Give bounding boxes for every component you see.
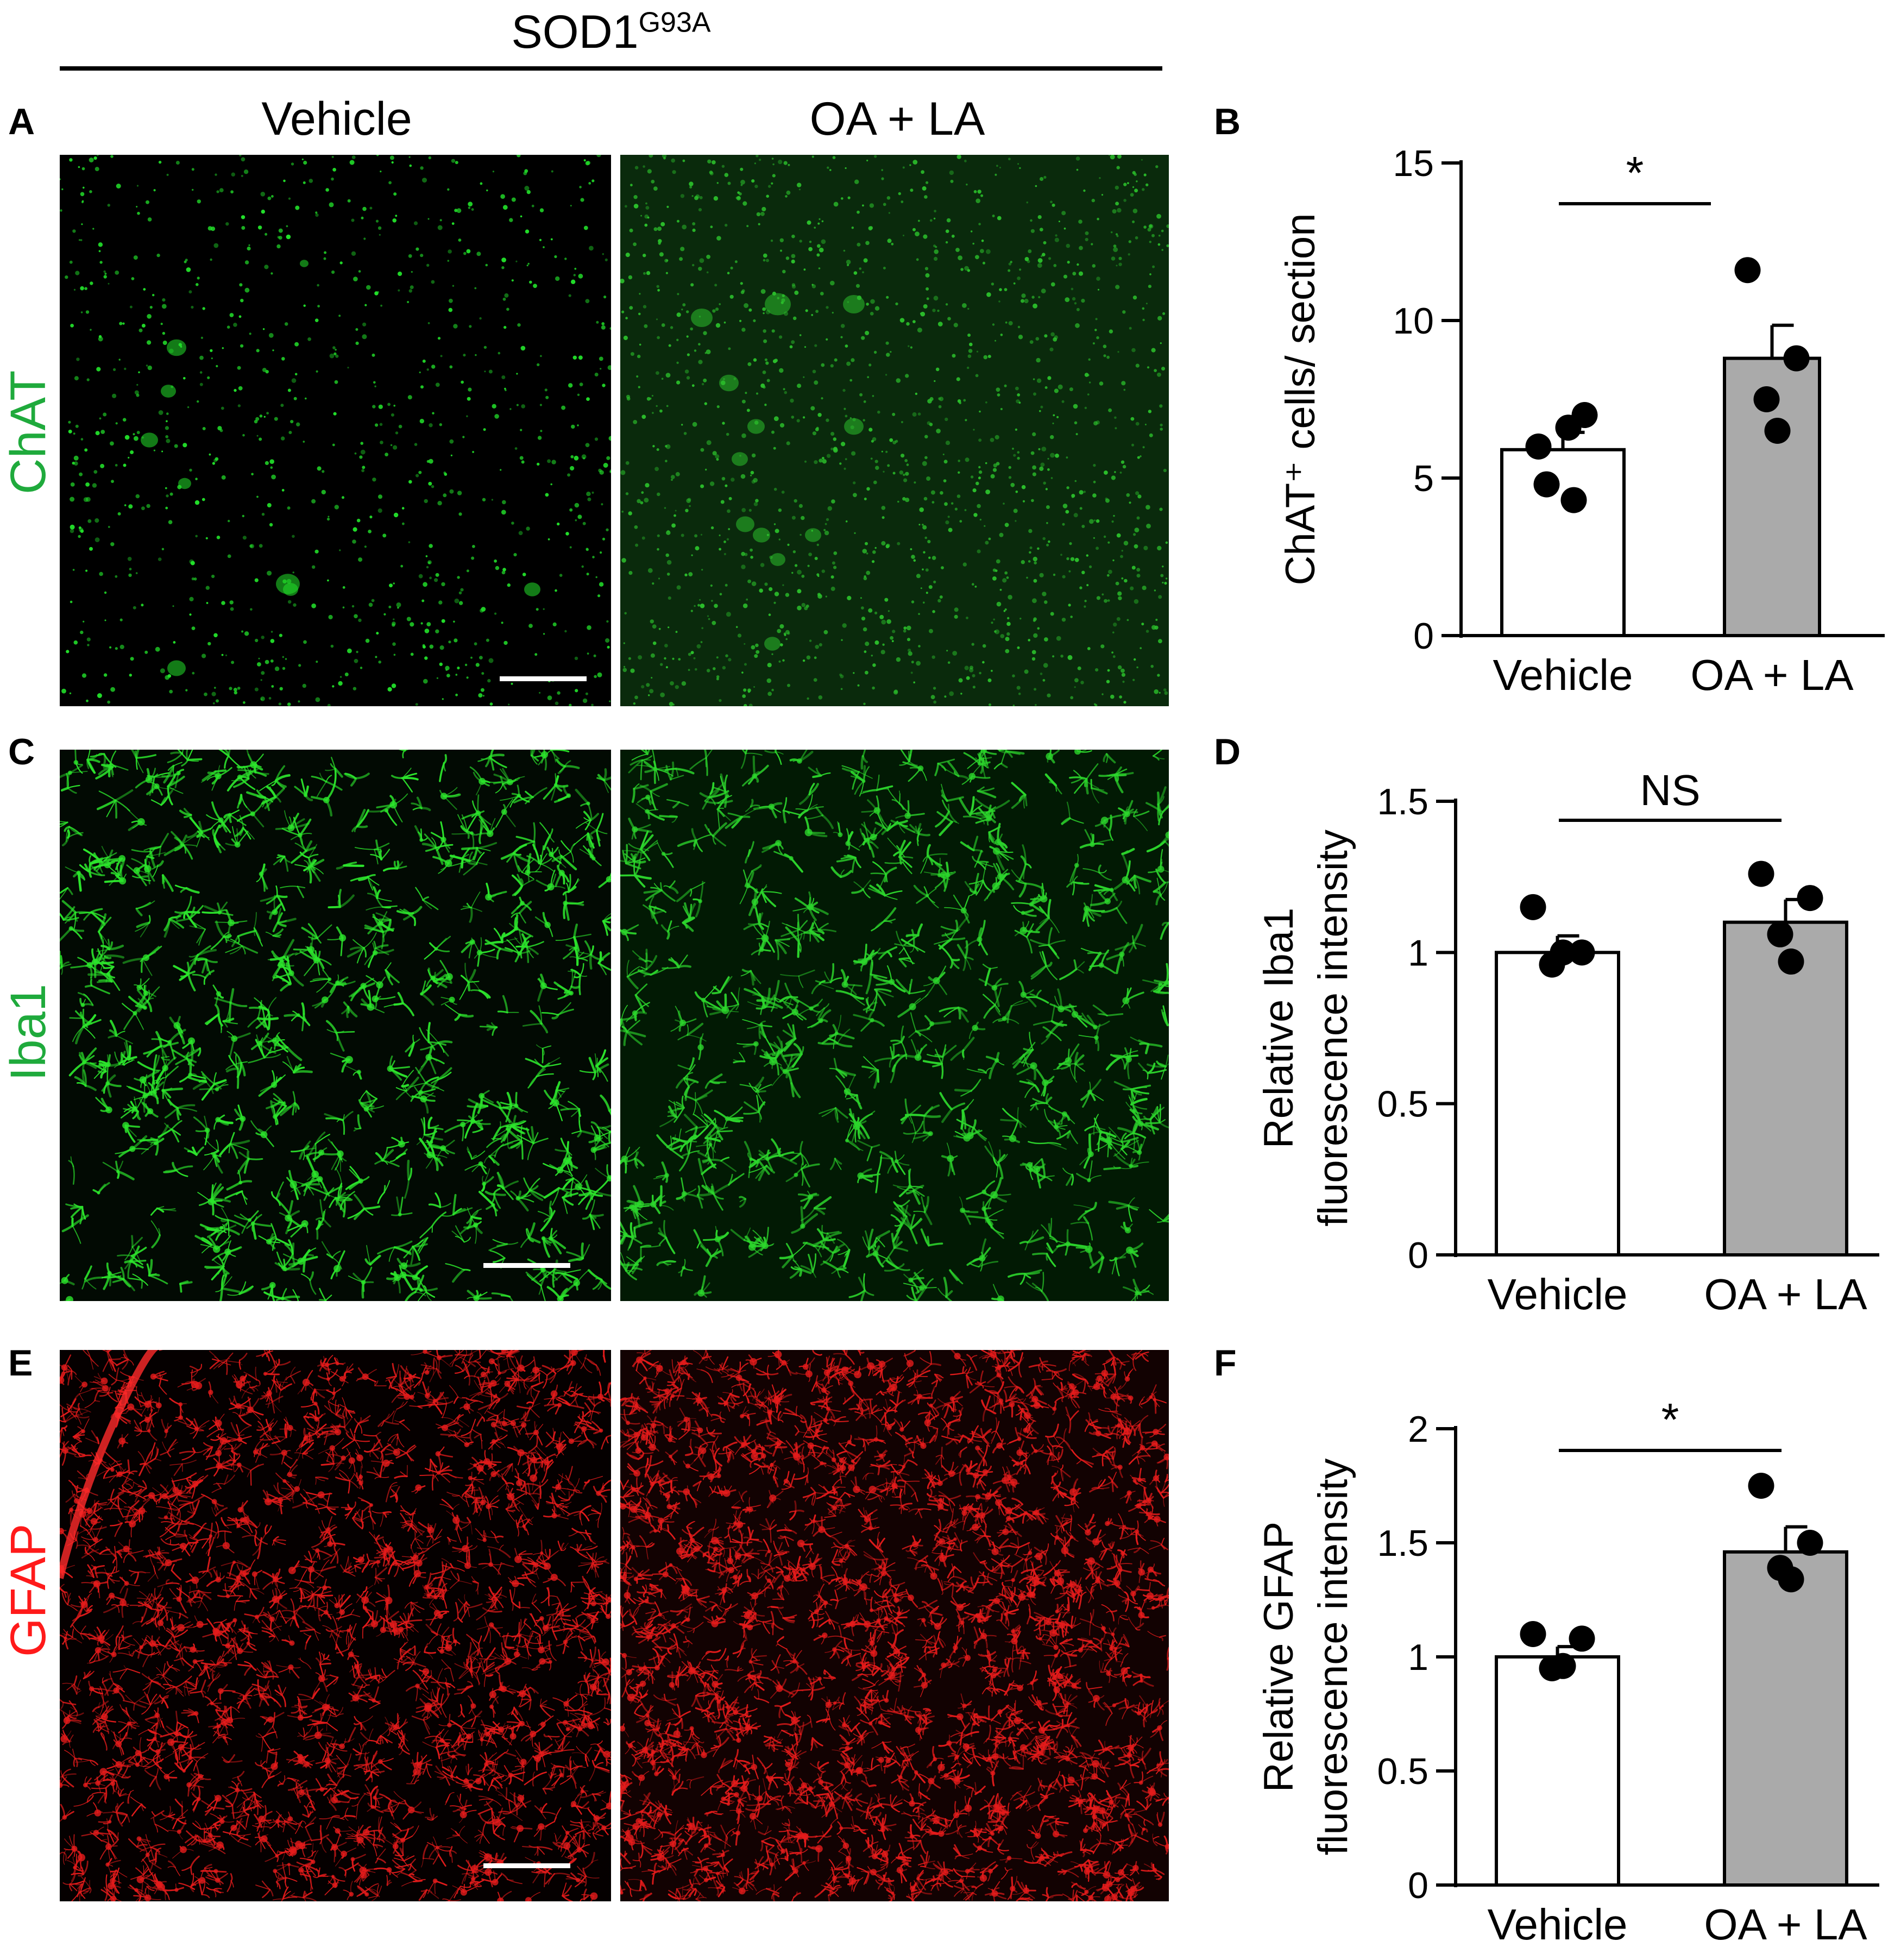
micrograph-gfap-oala bbox=[620, 1350, 1169, 1901]
micrograph-iba1-oala bbox=[620, 750, 1169, 1301]
data-point bbox=[1753, 386, 1780, 412]
bar bbox=[1723, 1550, 1848, 1887]
significance-label: NS bbox=[1640, 766, 1700, 814]
data-point bbox=[1569, 1625, 1595, 1652]
y-axis-label: ChAT⁺ cells/ section bbox=[1277, 213, 1324, 586]
y-tick-label: 0.5 bbox=[1377, 1084, 1428, 1125]
micrograph-chat-vehicle bbox=[60, 155, 611, 706]
column-title-oala: OA + LA bbox=[620, 92, 1174, 146]
row-label-chat: ChAT bbox=[0, 370, 57, 494]
cell-bodies bbox=[691, 293, 865, 651]
data-point bbox=[1569, 939, 1595, 966]
bar bbox=[1723, 920, 1848, 1257]
data-point bbox=[1748, 1473, 1774, 1499]
panel-letter-c: C bbox=[8, 731, 35, 773]
y-tick-label: 5 bbox=[1413, 458, 1434, 499]
chart-d: 0 0.5 1 1.5 Relative Iba1 fluorescence intens… bbox=[1238, 750, 1901, 1347]
y-tick-label: 0 bbox=[1413, 615, 1434, 657]
chart-b: 0 5 10 15 ChAT⁺ cells/ section Vehicle OA + LA… bbox=[1266, 130, 1901, 733]
panel-letter-f: F bbox=[1214, 1342, 1237, 1384]
data-point bbox=[1797, 885, 1823, 912]
y-tick-label: 10 bbox=[1393, 300, 1434, 342]
significance-label: * bbox=[1626, 147, 1644, 198]
data-point bbox=[1783, 345, 1810, 372]
data-point bbox=[1520, 1621, 1546, 1647]
tissue-background bbox=[60, 155, 611, 706]
x-tick-label: Vehicle bbox=[1488, 1900, 1628, 1949]
y-axis-label: fluorescence intensity bbox=[1310, 830, 1356, 1227]
y-tick-label: 1 bbox=[1408, 932, 1428, 973]
tissue-background bbox=[620, 1350, 1169, 1901]
micrograph-iba1-vehicle bbox=[60, 750, 611, 1301]
data-point bbox=[1550, 1653, 1576, 1679]
scale-bar bbox=[483, 1263, 570, 1268]
y-tick-label: 0 bbox=[1408, 1865, 1428, 1906]
data-point bbox=[1778, 1566, 1804, 1593]
panel-letter-d: D bbox=[1214, 731, 1241, 773]
cell-processes bbox=[60, 1350, 611, 1901]
cell-processes bbox=[620, 750, 1169, 1301]
micrograph-gfap-vehicle bbox=[60, 1350, 611, 1901]
data-point bbox=[1560, 487, 1587, 513]
bar bbox=[1500, 448, 1626, 637]
x-tick-label: Vehicle bbox=[1488, 1270, 1628, 1318]
x-tick-label: OA + LA bbox=[1704, 1900, 1867, 1949]
y-tick-label: 1 bbox=[1408, 1637, 1428, 1678]
data-point bbox=[1533, 471, 1560, 498]
y-tick-label: 1.5 bbox=[1377, 781, 1428, 822]
y-tick-label: 0.5 bbox=[1377, 1751, 1428, 1792]
panel-letter-e: E bbox=[8, 1342, 33, 1384]
x-tick-label: OA + LA bbox=[1704, 1270, 1867, 1318]
data-point bbox=[1520, 894, 1546, 920]
y-axis-label: Relative GFAP bbox=[1256, 1522, 1302, 1792]
data-point bbox=[1525, 434, 1552, 460]
header-rule bbox=[60, 66, 1162, 71]
data-point bbox=[1550, 939, 1576, 966]
data-point bbox=[1797, 1530, 1823, 1556]
y-tick-label: 1.5 bbox=[1377, 1523, 1428, 1564]
y-axis-label: Relative Iba1 bbox=[1256, 908, 1302, 1149]
tissue-background bbox=[60, 750, 611, 1301]
scale-bar bbox=[500, 676, 587, 681]
data-point bbox=[1748, 860, 1774, 887]
y-tick-label: 0 bbox=[1408, 1235, 1428, 1276]
y-axis-label: fluorescence intensity bbox=[1310, 1459, 1356, 1856]
significance-label: * bbox=[1661, 1394, 1679, 1445]
tissue-background bbox=[620, 155, 1169, 706]
bar bbox=[1495, 951, 1620, 1257]
data-point bbox=[1778, 948, 1804, 975]
group-header: SOD1G93A bbox=[60, 5, 1162, 87]
cell-processes bbox=[620, 1350, 1169, 1901]
data-point bbox=[1734, 257, 1761, 284]
tissue-background bbox=[620, 750, 1169, 1301]
scale-bar bbox=[483, 1863, 570, 1868]
cell-bodies bbox=[141, 260, 540, 676]
panel-letter-a: A bbox=[8, 100, 35, 143]
bar bbox=[1495, 1655, 1620, 1887]
data-point bbox=[1764, 418, 1791, 444]
genotype-title: SOD1G93A bbox=[60, 5, 1162, 59]
row-label-iba1: Iba1 bbox=[0, 984, 57, 1081]
y-tick-label: 15 bbox=[1393, 143, 1434, 184]
data-point bbox=[1767, 921, 1793, 947]
chart-f: 0 0.5 1 1.5 2 Relative GFAP fluorescence inten… bbox=[1238, 1391, 1901, 1957]
signal-puncta bbox=[620, 155, 1169, 706]
x-tick-label: OA + LA bbox=[1690, 651, 1854, 699]
x-tick-label: Vehicle bbox=[1493, 651, 1633, 699]
data-point bbox=[1555, 414, 1582, 441]
cell-processes bbox=[60, 750, 611, 1301]
row-label-gfap: GFAP bbox=[0, 1524, 57, 1657]
column-title-vehicle: Vehicle bbox=[60, 92, 614, 146]
panel-letter-b: B bbox=[1214, 100, 1241, 143]
signal-puncta bbox=[60, 155, 611, 706]
micrograph-chat-oala bbox=[620, 155, 1169, 706]
y-tick-label: 2 bbox=[1408, 1409, 1428, 1450]
pial-surface bbox=[60, 1350, 163, 1579]
